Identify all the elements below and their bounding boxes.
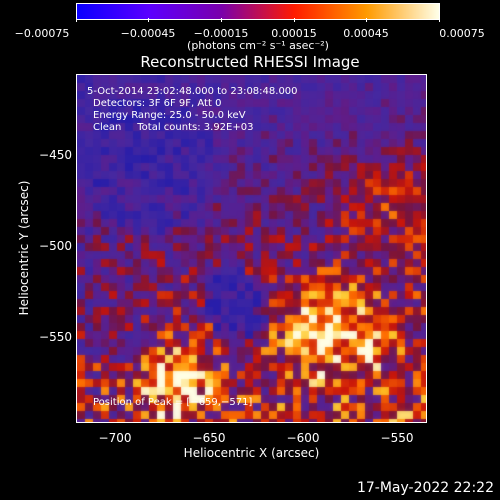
footer-date: 17-May-2022 22:22: [356, 480, 494, 496]
colorbar: [76, 3, 440, 20]
colorbar-tick-label: −0.00015: [193, 27, 249, 40]
colorbar-tickmark: [76, 18, 77, 22]
x-tick-label: −600: [286, 431, 320, 445]
colorbar-tickmark: [294, 18, 295, 22]
info-line-time: 5-Oct-2014 23:02:48.000 to 23:08:48.000: [87, 86, 298, 97]
x-axis-title: Heliocentric X (arcsec): [183, 446, 320, 460]
colorbar-tick-label: 0.00045: [343, 27, 389, 40]
colorbar-units-label: (photons cm⁻² s⁻¹ asec⁻²): [187, 39, 329, 52]
colorbar-tick-label: 0.00075: [439, 27, 485, 40]
y-tick-label: −550: [39, 330, 72, 344]
y-axis-title: Heliocentric Y (arcsec): [17, 180, 31, 316]
y-tick-label: −450: [39, 148, 72, 162]
colorbar-tickmark: [148, 18, 149, 22]
plot-title: Reconstructed RHESSI Image: [140, 53, 360, 71]
x-tick-label: −700: [98, 431, 132, 445]
peak-position-label: Position of Peak = [−659,−571]: [93, 397, 253, 408]
info-line-energy: Energy Range: 25.0 - 50.0 keV: [93, 110, 246, 121]
colorbar-tickmark: [221, 18, 222, 22]
x-tick-label: −650: [192, 431, 226, 445]
info-line-clean: Clean Total counts: 3.92E+03: [93, 122, 254, 133]
y-tick-label: −500: [39, 239, 72, 253]
colorbar-tickmark: [366, 18, 367, 22]
colorbar-tick-label: −0.00045: [120, 27, 176, 40]
colorbar-tickmark: [439, 18, 440, 22]
x-tick-label: −550: [380, 431, 414, 445]
rhessi-image-canvas: [77, 75, 426, 422]
colorbar-tick-label: 0.00015: [271, 27, 317, 40]
rhessi-image-plot: 5-Oct-2014 23:02:48.000 to 23:08:48.000 …: [76, 74, 427, 423]
info-line-detectors: Detectors: 3F 6F 9F, Att 0: [93, 98, 222, 109]
colorbar-tick-label: −0.00075: [14, 27, 70, 40]
